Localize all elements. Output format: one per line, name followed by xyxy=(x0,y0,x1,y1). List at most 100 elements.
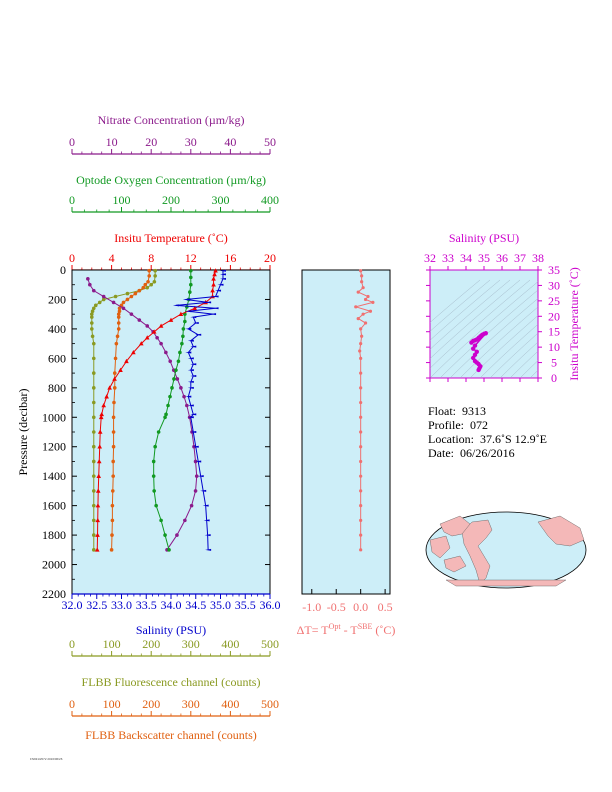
delta-t-point xyxy=(356,317,360,321)
nitrate_profile-point xyxy=(155,335,159,340)
nitrate_profile-point xyxy=(129,312,134,316)
backscatter_profile-point xyxy=(115,334,120,339)
salinity_profile-point xyxy=(182,298,189,301)
fluorescence-axis: 0 100 200 300 400 500 FLBB Fluorescence channe… xyxy=(69,637,279,689)
backscatter_profile-point xyxy=(112,371,117,375)
backscatter-tick-label: 100 xyxy=(103,697,121,711)
temperature_profile-point xyxy=(212,271,217,277)
fluorescence-tick-label: 0 xyxy=(69,637,75,651)
temperature_profile-point xyxy=(168,317,174,322)
salinity-axis-label: Salinity (PSU) xyxy=(136,623,206,637)
backscatter_profile-point xyxy=(125,297,130,302)
salinity_profile-point xyxy=(185,395,192,398)
salinity_profile-point xyxy=(215,289,222,292)
ts-density-contours xyxy=(430,279,538,378)
ts-salinity-tick-label: 32 xyxy=(424,251,436,265)
backscatter-tick-label: 0 xyxy=(69,697,75,711)
oxygen_profile-point xyxy=(152,489,156,493)
delta-t-point xyxy=(359,269,363,273)
fluorescence_profile-point xyxy=(90,315,94,319)
oxygen-tick-label: 400 xyxy=(261,193,279,207)
oxygen-tick-label: 0 xyxy=(69,193,75,207)
temperature_profile-point xyxy=(112,376,117,381)
ts-salinity-tick-label: 34 xyxy=(460,251,472,265)
salinity_profile-point xyxy=(187,339,194,342)
fluorescence-tick-label: 300 xyxy=(182,637,200,651)
salinity_profile-point xyxy=(205,548,212,551)
ts-salinity-tick-label: 37 xyxy=(514,251,526,265)
temperature_profile-point xyxy=(97,444,103,449)
nitrate-tick-label: 20 xyxy=(145,135,157,149)
oxygen_profile-point xyxy=(176,359,181,364)
delta-t-point xyxy=(359,474,363,478)
fluorescence_profile-point xyxy=(149,282,153,287)
ts-density-contour xyxy=(430,279,481,323)
map-land-asia xyxy=(429,535,451,559)
nitrate_profile-point xyxy=(175,377,180,381)
salinity_profile-point xyxy=(212,307,219,310)
ts-density-contour xyxy=(430,279,501,341)
salinity_profile-point xyxy=(219,277,226,280)
delta-t-point xyxy=(359,445,363,449)
salinity_profile-point xyxy=(192,322,199,325)
temperature_profile-point xyxy=(139,341,144,346)
backscatter_profile-point xyxy=(147,274,152,278)
backscatter_profile-point xyxy=(116,312,121,316)
backscatter_profile-point xyxy=(109,548,114,552)
salinity_profile-point xyxy=(192,445,199,448)
salinity_profile-point xyxy=(205,301,212,304)
pressure-tick-label: 800 xyxy=(48,381,66,395)
salinity-tick-label: 35.0 xyxy=(210,598,231,612)
salinity-tick-label: 33.0 xyxy=(111,598,132,612)
oxygen_profile-point xyxy=(183,319,187,324)
oxygen_profile-point xyxy=(168,394,172,399)
nitrate-tick-label: 40 xyxy=(224,135,236,149)
salinity-tick-label: 32.0 xyxy=(62,598,83,612)
delta-t-marks xyxy=(353,269,375,552)
salinity-tick-label: 33.5 xyxy=(136,598,157,612)
backscatter_profile-point xyxy=(117,306,122,311)
ts-density-contour xyxy=(499,341,538,378)
backscatter_profile-point xyxy=(111,430,116,434)
float-label: Float: xyxy=(428,404,457,418)
ts-density-contour xyxy=(519,360,538,378)
ts-density-contour xyxy=(489,332,538,378)
delta-t-point xyxy=(360,274,364,278)
nitrate_profile-point xyxy=(179,386,183,390)
fluorescence_profile-point xyxy=(91,548,96,552)
fluorescence-axis-label: FLBB Fluorescence channel (counts) xyxy=(82,675,261,689)
ts-density-contour xyxy=(479,323,538,378)
backscatter-tick-label: 200 xyxy=(142,697,160,711)
fluorescence_profile-point xyxy=(91,386,96,390)
oxygen_profile-point xyxy=(178,350,182,355)
delta-t-point xyxy=(359,548,363,552)
location-value: 37.6˚S 12.9˚E xyxy=(479,432,547,446)
ts-temperature-tick-label: 15 xyxy=(548,325,560,339)
salinity_profile-point xyxy=(203,519,210,522)
temperature_profile-point xyxy=(95,532,100,537)
nitrate_profile-point xyxy=(88,282,92,287)
temperature-tick-label: 20 xyxy=(264,251,276,265)
delta-t-point xyxy=(359,386,363,390)
backscatter-tick-label: 500 xyxy=(261,697,279,711)
nitrate-tick-label: 0 xyxy=(69,135,75,149)
oxygen_profile-point xyxy=(188,290,192,294)
fluorescence_profile-point xyxy=(91,415,96,420)
nitrate_profile-point xyxy=(137,318,142,322)
map-land-americas xyxy=(461,519,493,585)
delta-t-point xyxy=(358,349,362,353)
ts-temperature-tick-label: 35 xyxy=(548,263,560,277)
fluorescence_profile-point xyxy=(113,294,118,299)
temperature_profile-point xyxy=(98,414,104,420)
salinity_profile-point xyxy=(202,504,209,507)
backscatter-axis-label: FLBB Backscatter channel (counts) xyxy=(85,728,257,742)
salinity_profile-point xyxy=(204,534,211,537)
temperature_profile-point xyxy=(95,503,101,508)
pressure-tick-label: 400 xyxy=(48,322,66,336)
oxygen_profile-point xyxy=(185,305,189,309)
backscatter_profile-point xyxy=(116,327,121,331)
pressure-tick-label: 0 xyxy=(60,263,66,277)
salinity_profile-point xyxy=(217,283,224,286)
temperature_profile-point xyxy=(104,394,109,399)
backscatter_profile-point xyxy=(111,415,116,420)
